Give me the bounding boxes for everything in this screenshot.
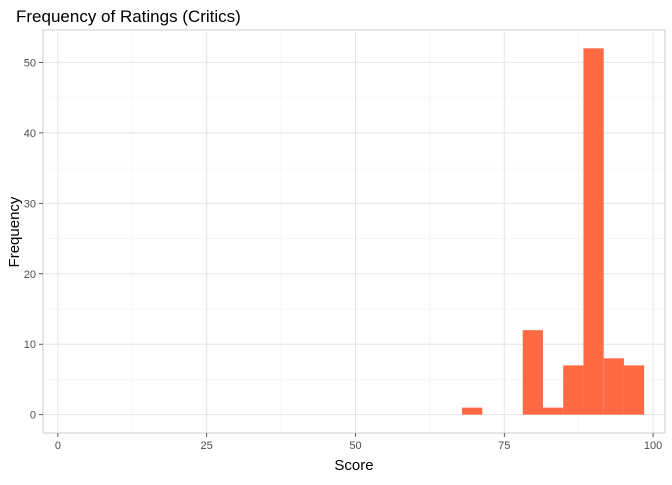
x-tick-label: 50 bbox=[349, 440, 361, 452]
y-tick-label: 20 bbox=[24, 269, 36, 281]
histogram-bar bbox=[542, 407, 564, 415]
histogram-bar bbox=[603, 358, 624, 415]
y-axis-ticks: 0 10 20 30 40 50 bbox=[24, 57, 43, 422]
y-axis-label: Frequency bbox=[6, 196, 23, 267]
y-tick-label: 30 bbox=[24, 198, 36, 210]
histogram-bar bbox=[462, 407, 483, 415]
y-tick-label: 50 bbox=[24, 57, 36, 69]
y-tick-label: 40 bbox=[24, 128, 36, 140]
y-tick-label: 10 bbox=[24, 339, 36, 351]
y-tick-label: 0 bbox=[30, 410, 36, 422]
chart-title: Frequency of Ratings (Critics) bbox=[16, 7, 241, 26]
plot-panel bbox=[42, 29, 666, 434]
x-tick-label: 25 bbox=[201, 440, 213, 452]
histogram-bar bbox=[522, 330, 543, 415]
x-tick-label: 75 bbox=[498, 440, 510, 452]
histogram-bar bbox=[623, 365, 645, 415]
x-axis-label: Score bbox=[334, 457, 373, 474]
x-tick-label: 0 bbox=[55, 440, 61, 452]
x-tick-label: 100 bbox=[644, 440, 662, 452]
x-axis-ticks: 0 25 50 75 100 bbox=[55, 433, 662, 452]
histogram-bar bbox=[583, 48, 604, 415]
histogram-bar bbox=[563, 365, 584, 415]
bars-group bbox=[462, 48, 645, 415]
